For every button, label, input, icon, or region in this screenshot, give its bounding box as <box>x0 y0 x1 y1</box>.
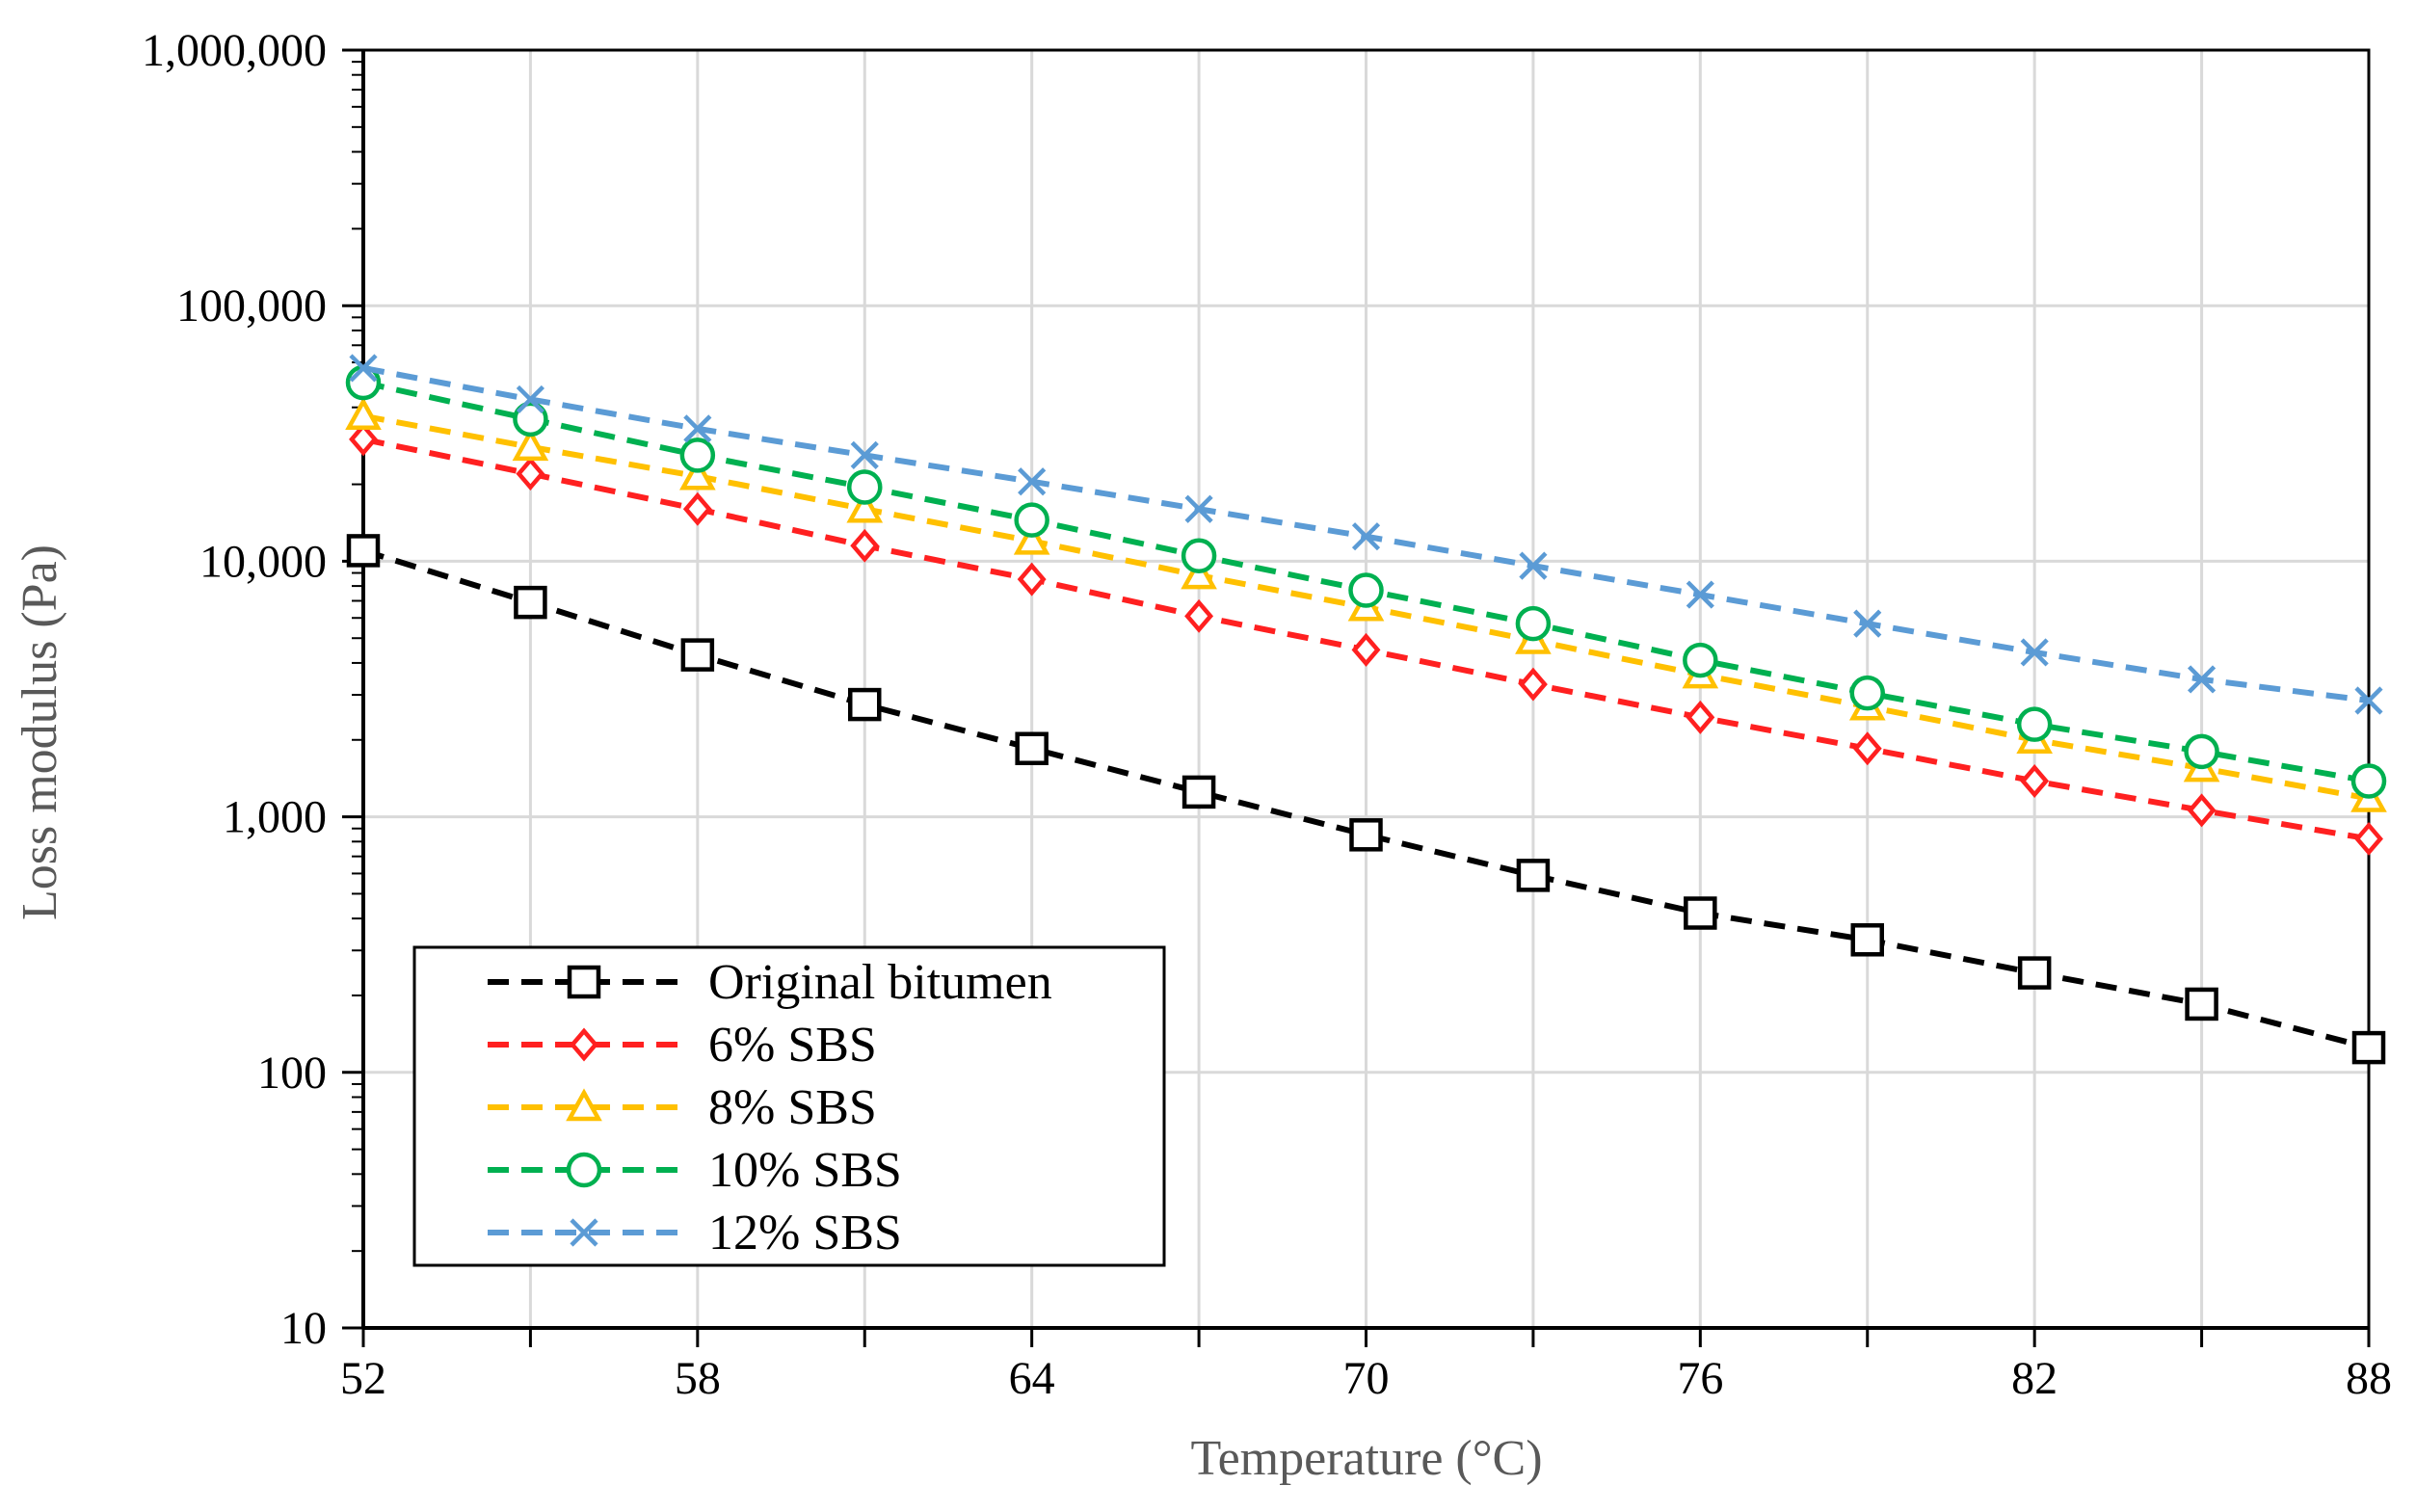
data-point <box>2020 764 2050 798</box>
data-point <box>2016 706 2053 742</box>
legend-swatch-marker <box>570 1027 598 1062</box>
y-axis-title: Loss modulus (Pa) <box>13 544 67 920</box>
x-tick-label: 88 <box>2346 1353 2392 1404</box>
data-point <box>2351 1030 2386 1065</box>
data-point <box>1351 522 1381 551</box>
data-point <box>1686 580 1714 609</box>
data-point <box>1849 675 1885 711</box>
data-point <box>1850 923 1884 957</box>
data-point <box>1181 538 1217 574</box>
data-point <box>346 534 381 568</box>
data-point <box>1518 667 1548 702</box>
data-point <box>2187 665 2217 694</box>
data-point <box>1683 642 1718 678</box>
data-point <box>1184 598 1214 633</box>
y-tick-label: 10 <box>280 1303 327 1354</box>
data-point <box>345 397 382 430</box>
data-point <box>1181 556 1217 590</box>
legend-entry: Original bitumen <box>488 955 1052 1010</box>
legend-entry: 6% SBS <box>488 1018 877 1073</box>
data-point <box>1184 494 1213 523</box>
x-tick-label: 82 <box>2011 1353 2058 1404</box>
data-point <box>850 440 879 469</box>
data-point <box>2350 763 2387 799</box>
data-point <box>2187 793 2217 828</box>
y-tick-label: 1,000 <box>223 792 327 843</box>
data-point <box>683 414 712 443</box>
data-point <box>2184 733 2219 770</box>
data-point <box>349 354 378 383</box>
y-tick-label: 100,000 <box>176 280 327 332</box>
data-point <box>1686 700 1715 734</box>
legend-entry: 8% SBS <box>488 1080 877 1135</box>
data-point <box>1852 731 1882 766</box>
legend-label: Original bitumen <box>708 955 1052 1010</box>
data-point <box>1515 605 1552 642</box>
series-3 <box>345 364 2387 799</box>
data-point <box>514 585 547 620</box>
series-4 <box>349 354 2383 715</box>
data-point <box>1853 609 1882 638</box>
legend-label: 10% SBS <box>708 1143 902 1198</box>
data-point <box>1015 731 1049 765</box>
data-point <box>349 422 378 457</box>
tick-labels: 52 58 64 70 76 82 88 10 100 1,000 10,000 100,000 1,0… <box>142 25 2392 1404</box>
x-axis-title: Temperature (°C) <box>1190 1431 1542 1486</box>
data-point <box>850 528 880 563</box>
data-point <box>679 438 716 473</box>
data-point <box>1349 818 1383 852</box>
data-point <box>1181 775 1216 809</box>
data-point <box>2354 686 2383 715</box>
data-point <box>1684 896 1717 930</box>
axes <box>342 48 2371 1347</box>
series-1 <box>349 422 2383 856</box>
data-point <box>513 401 548 438</box>
data-point <box>2020 638 2049 667</box>
data-point <box>516 385 545 413</box>
data-point <box>1018 467 1047 496</box>
data-point <box>1516 859 1551 892</box>
y-tick-label: 1,000,000 <box>142 25 327 76</box>
data-point <box>1013 521 1050 555</box>
y-tick-label: 100 <box>257 1048 327 1099</box>
legend: Original bitumen 6% SBS 8% SBS 10% SBS 12% S… <box>412 945 1166 1267</box>
data-point <box>512 428 549 462</box>
legend-entry: 12% SBS <box>488 1206 902 1260</box>
data-point <box>846 490 884 523</box>
x-tick-label: 76 <box>1677 1353 1723 1404</box>
y-tick-label: 10,000 <box>199 536 327 587</box>
data-point <box>2354 821 2383 856</box>
data-point <box>682 491 712 526</box>
legend-label: 8% SBS <box>708 1080 877 1135</box>
legend-swatch-marker <box>566 1088 602 1122</box>
x-tick-label: 58 <box>675 1353 721 1404</box>
legend-swatch-marker <box>566 1152 602 1188</box>
data-point <box>1017 562 1047 597</box>
legend-label: 12% SBS <box>708 1206 902 1260</box>
legend-swatch-marker <box>570 1218 598 1247</box>
legend-swatch-marker <box>567 965 601 999</box>
data-point <box>1348 572 1384 608</box>
data-point <box>1351 632 1381 667</box>
series-0 <box>346 534 2386 1065</box>
data-point <box>1014 502 1049 538</box>
data-point <box>516 457 545 491</box>
data-point <box>2017 956 2052 990</box>
data-point <box>680 638 715 672</box>
data-point <box>848 687 882 722</box>
data-point <box>847 469 883 505</box>
x-tick-label: 64 <box>1009 1353 1055 1404</box>
legend-label: 6% SBS <box>708 1018 877 1073</box>
data-point <box>2185 987 2218 1021</box>
data-point <box>679 457 716 491</box>
x-tick-label: 52 <box>340 1353 386 1404</box>
x-tick-label: 70 <box>1343 1353 1390 1404</box>
legend-entry: 10% SBS <box>488 1143 902 1198</box>
series <box>345 354 2387 1065</box>
data-point <box>1519 551 1548 580</box>
